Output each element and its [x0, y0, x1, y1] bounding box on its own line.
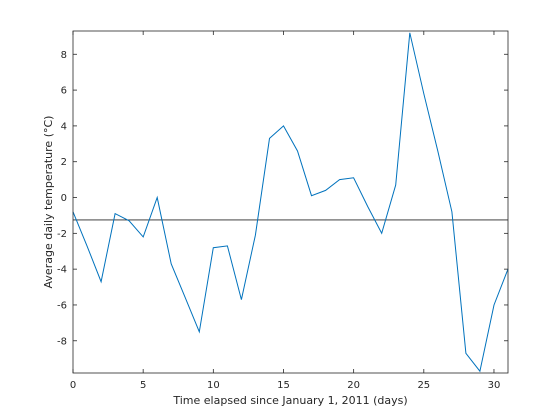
x-tick-label: 30: [488, 380, 501, 391]
y-tick-label: 0: [61, 193, 67, 204]
data-series: [72, 32, 509, 373]
y-tick-label: -8: [57, 336, 67, 347]
series-line: [72, 32, 509, 373]
x-axis-label: Time elapsed since January 1, 2011 (days…: [172, 394, 407, 407]
plot-frame: [72, 30, 509, 374]
x-tick-label: 20: [347, 380, 360, 391]
y-tick-label: 6: [61, 86, 67, 97]
x-tick-label: 5: [140, 380, 146, 391]
y-tick-label: 8: [61, 50, 67, 61]
x-tick-label: 25: [417, 380, 430, 391]
y-tick-label: -2: [57, 229, 67, 240]
y-tick-label: -6: [57, 300, 67, 311]
axis-ticks: 0 5 10 15 20 25 30 -8 -6 -4 -2 0 2 4 6 8: [57, 31, 508, 391]
y-tick-label: 2: [61, 157, 67, 168]
x-tick-label: 0: [70, 380, 76, 391]
y-axis-label: Average daily temperature (°C): [42, 116, 55, 289]
plot-area: [73, 31, 508, 373]
x-tick-label: 15: [277, 380, 290, 391]
y-tick-label: 4: [61, 121, 67, 132]
x-tick-label: 10: [207, 380, 220, 391]
y-tick-label: -4: [57, 265, 67, 276]
